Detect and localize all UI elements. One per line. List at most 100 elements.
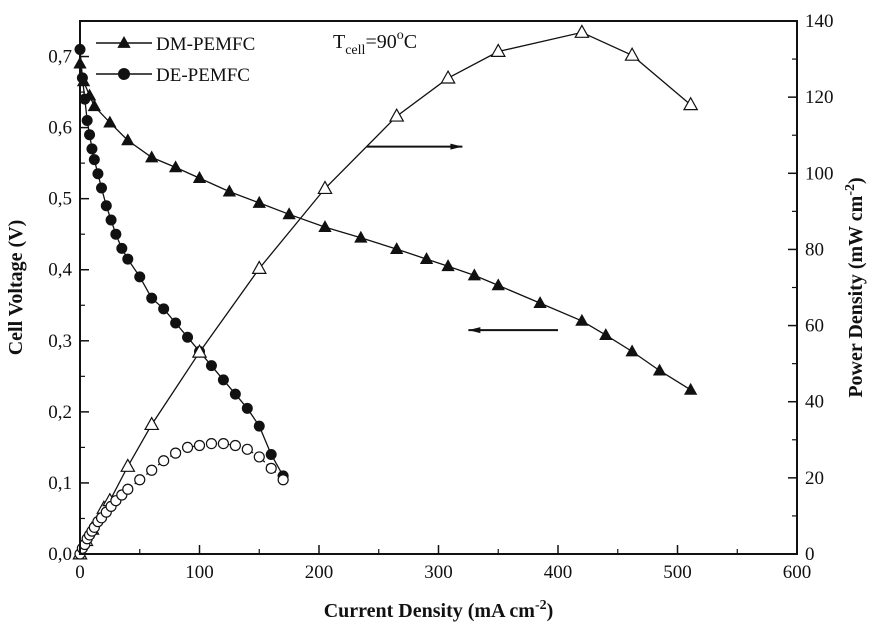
x-tick-label: 300 [424, 562, 453, 583]
data-point [96, 182, 108, 194]
x-tick-label: 400 [544, 562, 573, 583]
data-point [533, 296, 547, 309]
data-point [491, 278, 505, 291]
data-point [317, 180, 333, 195]
y-right-tick-label: 80 [805, 239, 824, 260]
data-point [88, 154, 100, 166]
data-point [121, 133, 135, 146]
data-point [76, 72, 88, 84]
series-2 [72, 24, 699, 560]
data-point [170, 317, 182, 329]
data-point [122, 253, 134, 265]
plot-frame [79, 20, 798, 555]
series-1 [74, 43, 289, 482]
data-point [252, 195, 266, 208]
data-point [193, 439, 206, 452]
y-left-tick-label: 0,6 [48, 118, 72, 139]
y-axis-right-title-exp: -2 [843, 184, 858, 196]
y-right-tick-label: 120 [805, 87, 834, 108]
data-point [389, 107, 405, 122]
data-point [318, 220, 332, 232]
data-point [92, 168, 104, 180]
data-point [87, 99, 101, 112]
y-left-tick-label: 0,7 [48, 47, 72, 68]
y-right-tick-label: 40 [805, 392, 824, 413]
data-point [192, 171, 207, 183]
annotation-base: T [333, 31, 345, 53]
data-point [265, 449, 277, 461]
data-point [490, 43, 506, 57]
y-right-tick-label: 140 [805, 11, 834, 32]
y-axis-right-title: Power Density (mW cm-2) [843, 177, 867, 397]
annotation-mid: =90 [365, 31, 396, 53]
x-axis-title: Current Density (mA cm-2) [324, 598, 554, 622]
data-point [182, 331, 194, 343]
data-point [191, 343, 208, 358]
series-layer [72, 24, 699, 560]
y-right-tick-label: 20 [805, 468, 824, 489]
x-tick-label: 600 [783, 562, 812, 583]
data-point [229, 388, 241, 400]
x-axis-title-exp: -2 [535, 598, 547, 613]
data-point [441, 259, 455, 272]
data-point [158, 455, 170, 467]
ticks-layer: 0 100 200 300 400 500 6000,00,10,20,30,40,50,6… [48, 11, 833, 583]
axis-arrow-head [468, 327, 481, 334]
x-axis-title-tail: ) [547, 600, 554, 622]
data-point [624, 47, 640, 61]
series-line [79, 49, 284, 477]
data-point [134, 474, 146, 486]
x-tick-label: 500 [663, 562, 692, 583]
data-point [79, 93, 91, 105]
legend: DM-PEMFC DE-PEMFC [96, 34, 255, 86]
x-tick-label: 0 [75, 562, 85, 583]
temperature-annotation: Tcell=90oC [333, 28, 417, 58]
y-axis-right-title-main: Power Density (mW cm [845, 195, 867, 397]
data-point [105, 214, 117, 226]
legend-label-dm: DM-PEMFC [156, 34, 255, 55]
series-line [79, 63, 691, 391]
data-point [599, 328, 613, 341]
data-point [146, 292, 158, 304]
data-point [253, 420, 265, 432]
legend-marker-circle [118, 68, 130, 80]
y-right-tick-label: 60 [805, 316, 824, 337]
data-point [100, 200, 112, 212]
y-left-tick-label: 0,1 [48, 473, 72, 494]
data-point [467, 268, 481, 281]
data-point [120, 458, 136, 472]
data-point [217, 374, 229, 386]
data-point [277, 474, 289, 486]
y-axis-left-title: Cell Voltage (V) [5, 220, 27, 356]
y-left-tick-label: 0,3 [48, 331, 72, 352]
data-point [181, 441, 194, 453]
series-0 [73, 56, 698, 395]
data-point [81, 114, 93, 126]
y-right-tick-label: 100 [805, 163, 834, 184]
data-point [170, 447, 182, 459]
data-point [251, 260, 267, 274]
arrows-layer [366, 143, 558, 334]
series-3 [74, 437, 289, 560]
x-tick-label: 100 [185, 562, 214, 583]
data-point [222, 184, 237, 197]
annotation-sup: o [397, 28, 404, 43]
annotation-sub: cell [345, 43, 365, 58]
data-point [625, 344, 639, 357]
annotation-tail: C [404, 31, 417, 53]
data-point [205, 437, 218, 450]
data-point [282, 207, 296, 220]
axis-arrow-head [450, 143, 463, 150]
data-point [390, 242, 404, 255]
data-point [205, 360, 217, 372]
series-line [79, 31, 692, 555]
data-point [652, 363, 667, 376]
data-point [116, 242, 128, 254]
x-axis-title-main: Current Density (mA cm [324, 600, 536, 622]
data-point [419, 252, 434, 264]
data-point [146, 464, 158, 476]
legend-entry-dm: DM-PEMFC [96, 34, 255, 55]
legend-marker-triangle [117, 36, 131, 48]
data-point [103, 115, 117, 128]
y-axis-right-title-tail: ) [845, 177, 867, 184]
